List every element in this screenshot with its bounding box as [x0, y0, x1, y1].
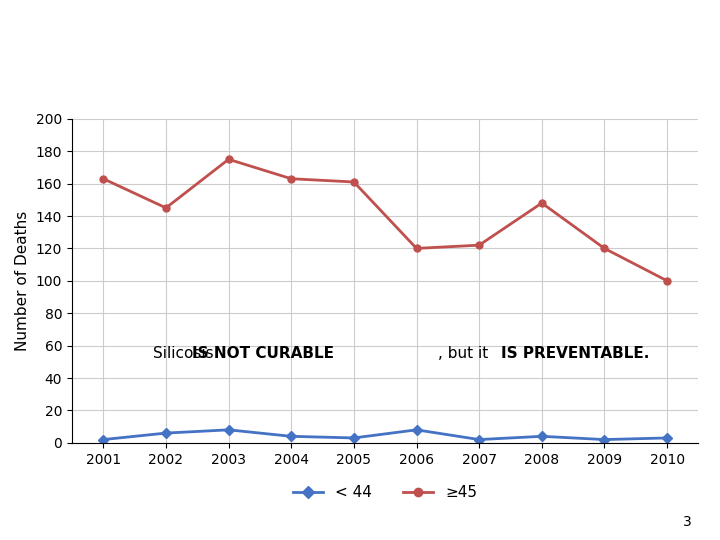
- Text: Number of silicosis deaths, United States, 2001–2010: Number of silicosis deaths, United State…: [29, 58, 588, 78]
- Legend: < 44, ≥45: < 44, ≥45: [287, 479, 484, 507]
- Y-axis label: Number of Deaths: Number of Deaths: [15, 211, 30, 351]
- Text: Silicosis: Silicosis: [153, 346, 219, 361]
- Text: , but it: , but it: [438, 346, 494, 361]
- Text: IS PREVENTABLE.: IS PREVENTABLE.: [501, 346, 649, 361]
- Text: IS NOT CURABLE: IS NOT CURABLE: [192, 346, 334, 361]
- Text: 3: 3: [683, 515, 691, 529]
